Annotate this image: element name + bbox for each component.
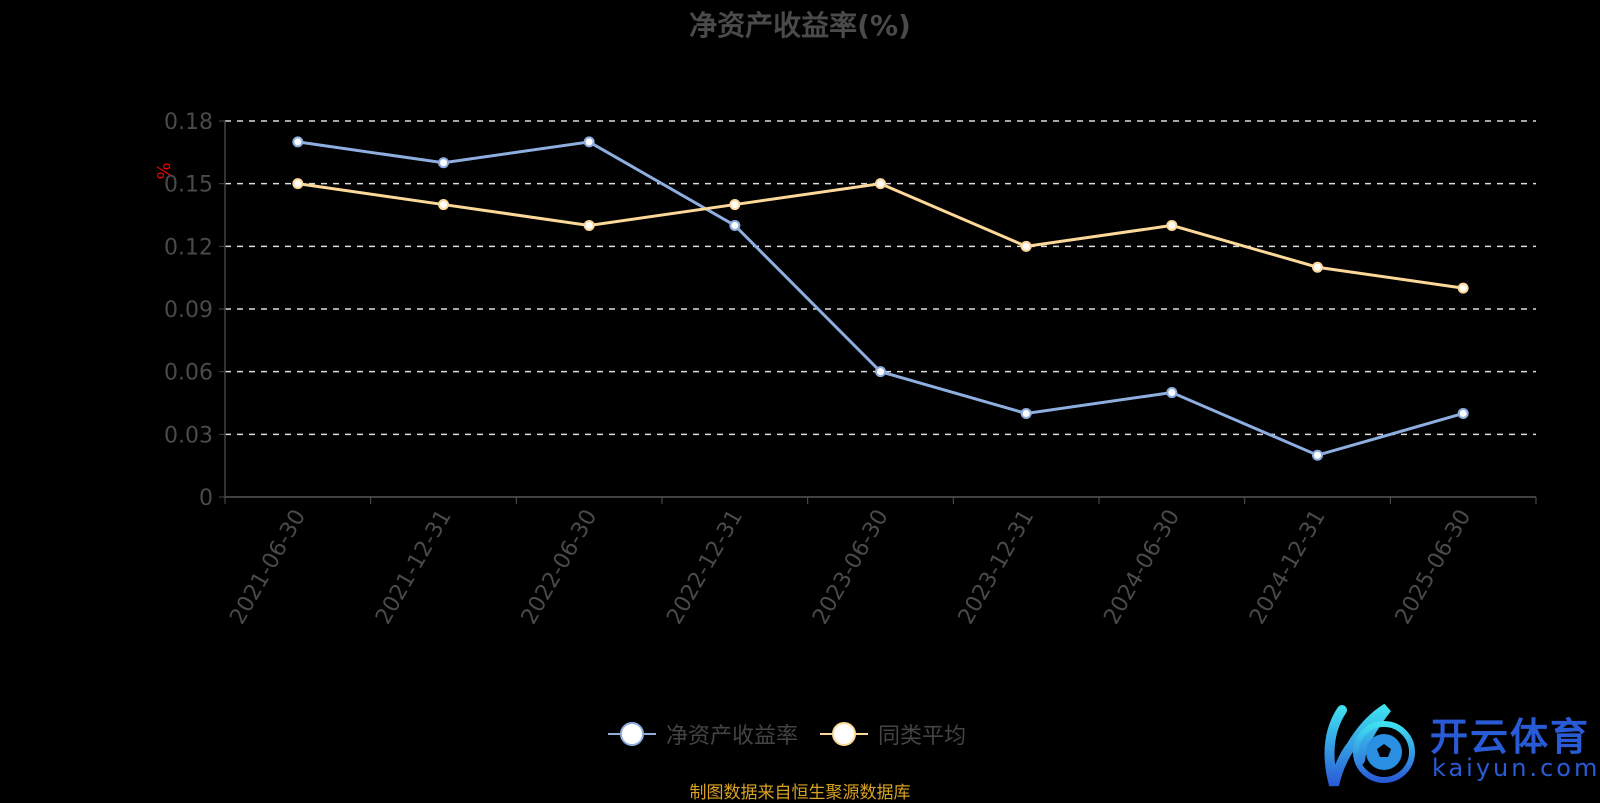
legend-item-peer-average[interactable]: 同类平均 (820, 718, 966, 750)
x-tick-label: 2021-06-30 (225, 506, 311, 629)
legend-marker-icon (620, 722, 644, 746)
data-point (875, 366, 886, 378)
data-point (1020, 407, 1032, 419)
legend-item-roe[interactable]: 净资产收益率 (608, 718, 798, 750)
logo-k-ball-icon (1324, 703, 1415, 787)
line-chart: 0 0.03 0.06 0.09 0.12 0.15 0.18% 2021-06-30 2021… (154, 110, 1537, 629)
data-source-note: 制图数据来自恒生聚源数据库 (689, 783, 911, 803)
y-tick-label: 0.12 (164, 235, 213, 260)
x-tick-label: 2024-12-31 (1245, 506, 1331, 629)
y-tick-label: 0.15 (164, 173, 213, 198)
y-tick-label: 0.18 (164, 110, 213, 135)
x-tick-label: 2021-12-31 (371, 506, 457, 629)
legend-label: 同类平均 (878, 724, 967, 749)
x-tick-label: 2022-06-30 (517, 506, 603, 629)
data-point (1312, 261, 1323, 273)
data-point (729, 199, 741, 211)
x-tick-label: 2024-06-30 (1099, 506, 1185, 629)
chart-title: 净资产收益率(%) (689, 9, 911, 42)
x-tick-label: 2023-12-31 (954, 506, 1040, 629)
data-point (1312, 449, 1323, 461)
data-point (1166, 387, 1178, 399)
data-point (292, 136, 304, 148)
y-tick-label: 0 (199, 486, 213, 511)
series-line (297, 182, 1464, 290)
data-point (438, 199, 449, 211)
data-point (1166, 219, 1178, 231)
y-axis-label: % (154, 162, 175, 179)
data-point (1457, 282, 1469, 294)
x-tick-label: 2025-06-30 (1391, 506, 1477, 629)
y-tick-label: 0.03 (164, 423, 213, 448)
data-point (729, 219, 741, 231)
y-tick-label: 0.09 (164, 298, 213, 323)
data-point (1457, 407, 1469, 419)
legend-label: 净资产收益率 (666, 724, 799, 749)
data-point (292, 178, 304, 190)
data-point (1020, 240, 1032, 252)
legend-marker-icon (832, 722, 857, 746)
legend: 净资产收益率 同类平均 (608, 718, 966, 750)
data-point (583, 219, 595, 231)
kaiyun-logo: 开云体育 kaiyun.com (1312, 700, 1597, 790)
x-tick-label: 2022-12-31 (662, 506, 748, 629)
data-point (438, 157, 449, 169)
x-tick-label: 2023-06-30 (808, 506, 894, 629)
data-point (875, 178, 886, 190)
y-tick-label: 0.06 (164, 361, 213, 386)
data-point (583, 136, 595, 148)
